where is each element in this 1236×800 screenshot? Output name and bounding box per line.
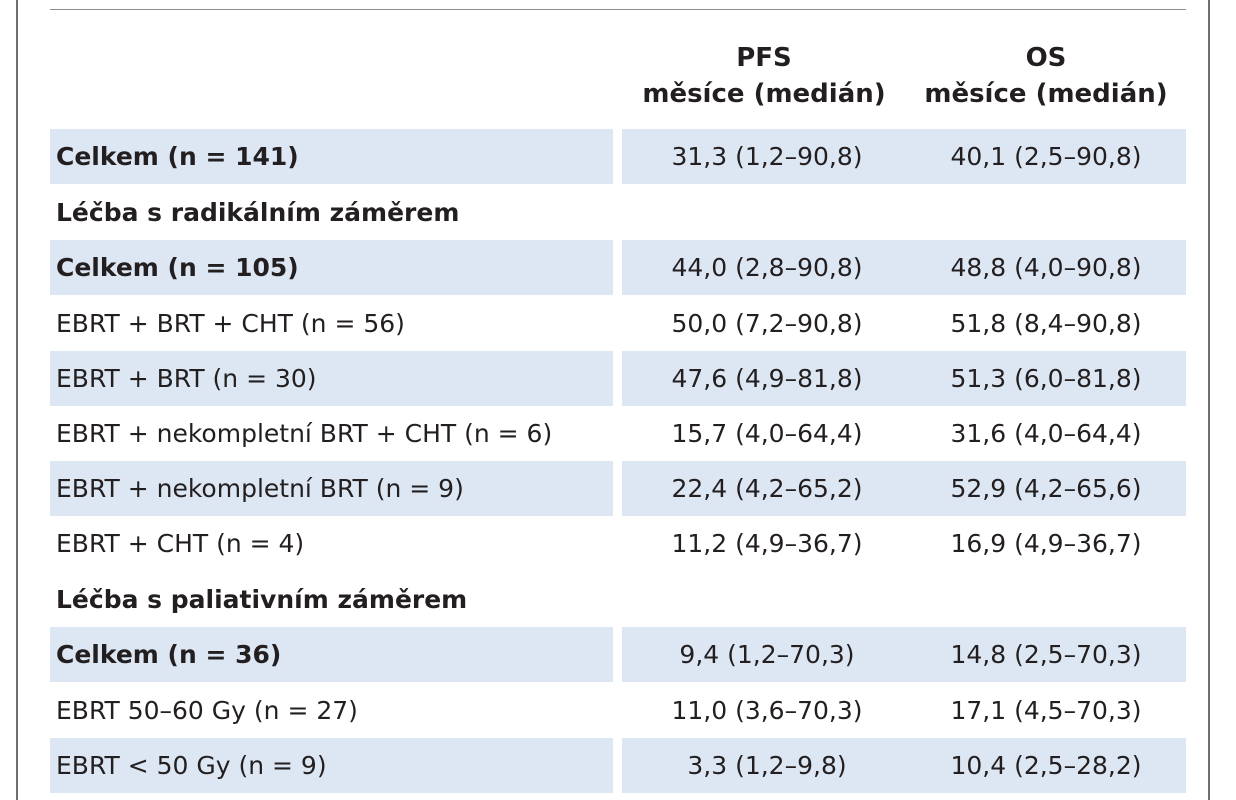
row-pfs: 9,4 (1,2–70,3) bbox=[622, 627, 912, 682]
row-label: EBRT + BRT (n = 30) bbox=[50, 351, 613, 406]
row-pfs: 11,2 (4,9–36,7) bbox=[671, 529, 863, 558]
header-os-title: OS bbox=[1025, 43, 1067, 73]
table-row: EBRT < 50 Gy (n = 9) 3,3 (1,2–9,8) 10,4 … bbox=[50, 738, 1186, 793]
row-pfs: 50,0 (7,2–90,8) bbox=[671, 309, 863, 338]
row-os: 17,1 (4,5–70,3) bbox=[950, 696, 1142, 725]
frame-right-border bbox=[1208, 0, 1210, 800]
table-row: EBRT + CHT (n = 4) 11,2 (4,9–36,7) 16,9 … bbox=[50, 516, 1186, 571]
row-os: 10,4 (2,5–28,2) bbox=[906, 738, 1186, 793]
row-label: EBRT + BRT + CHT (n = 56) bbox=[56, 309, 405, 338]
row-os: 51,3 (6,0–81,8) bbox=[906, 351, 1186, 406]
table-row: EBRT + BRT + CHT (n = 56) 50,0 (7,2–90,8… bbox=[50, 296, 1186, 351]
header-pfs-unit: měsíce (medián) bbox=[642, 79, 886, 109]
row-os: 31,6 (4,0–64,4) bbox=[950, 419, 1142, 448]
row-os: 14,8 (2,5–70,3) bbox=[906, 627, 1186, 682]
row-label: Celkem (n = 36) bbox=[50, 627, 613, 682]
table-row-total: Celkem (n = 141) 31,3 (1,2–90,8) 40,1 (2… bbox=[50, 129, 1186, 184]
row-pfs: 44,0 (2,8–90,8) bbox=[622, 240, 912, 295]
row-label: EBRT 50–60 Gy (n = 27) bbox=[56, 696, 358, 725]
row-os: 40,1 (2,5–90,8) bbox=[906, 129, 1186, 184]
table-row: EBRT + nekompletní BRT (n = 9) 22,4 (4,2… bbox=[50, 461, 1186, 516]
row-os: 16,9 (4,9–36,7) bbox=[950, 529, 1142, 558]
frame-left-border bbox=[16, 0, 18, 800]
header-pfs-title: PFS bbox=[736, 43, 792, 73]
table-row: EBRT + BRT (n = 30) 47,6 (4,9–81,8) 51,3… bbox=[50, 351, 1186, 406]
top-rule bbox=[50, 9, 1186, 10]
header-pfs: PFS měsíce (medián) bbox=[622, 40, 906, 112]
row-os: 51,8 (8,4–90,8) bbox=[950, 309, 1142, 338]
table-row: EBRT 50–60 Gy (n = 27) 11,0 (3,6–70,3) 1… bbox=[50, 683, 1186, 738]
header-os: OS měsíce (medián) bbox=[906, 40, 1186, 112]
row-pfs: 22,4 (4,2–65,2) bbox=[622, 461, 912, 516]
row-label: EBRT + nekompletní BRT + CHT (n = 6) bbox=[56, 419, 553, 448]
section-label: Léčba s paliativním záměrem bbox=[56, 585, 468, 614]
section-radical-heading: Léčba s radikálním záměrem bbox=[50, 185, 1186, 240]
row-label: EBRT + CHT (n = 4) bbox=[56, 529, 305, 558]
row-pfs: 15,7 (4,0–64,4) bbox=[671, 419, 863, 448]
row-pfs: 11,0 (3,6–70,3) bbox=[671, 696, 863, 725]
table-row-radical-total: Celkem (n = 105) 44,0 (2,8–90,8) 48,8 (4… bbox=[50, 240, 1186, 295]
section-label: Léčba s radikálním záměrem bbox=[56, 198, 460, 227]
row-os: 52,9 (4,2–65,6) bbox=[906, 461, 1186, 516]
row-label: EBRT < 50 Gy (n = 9) bbox=[50, 738, 613, 793]
row-pfs: 31,3 (1,2–90,8) bbox=[622, 129, 912, 184]
row-label: Celkem (n = 141) bbox=[50, 129, 613, 184]
row-pfs: 3,3 (1,2–9,8) bbox=[622, 738, 912, 793]
table-row: EBRT + nekompletní BRT + CHT (n = 6) 15,… bbox=[50, 406, 1186, 461]
table-row-palliative-total: Celkem (n = 36) 9,4 (1,2–70,3) 14,8 (2,5… bbox=[50, 627, 1186, 682]
row-label: Celkem (n = 105) bbox=[50, 240, 613, 295]
row-os: 48,8 (4,0–90,8) bbox=[906, 240, 1186, 295]
header-os-unit: měsíce (medián) bbox=[924, 79, 1168, 109]
section-palliative-heading: Léčba s paliativním záměrem bbox=[50, 572, 1186, 627]
row-label: EBRT + nekompletní BRT (n = 9) bbox=[50, 461, 613, 516]
row-pfs: 47,6 (4,9–81,8) bbox=[622, 351, 912, 406]
